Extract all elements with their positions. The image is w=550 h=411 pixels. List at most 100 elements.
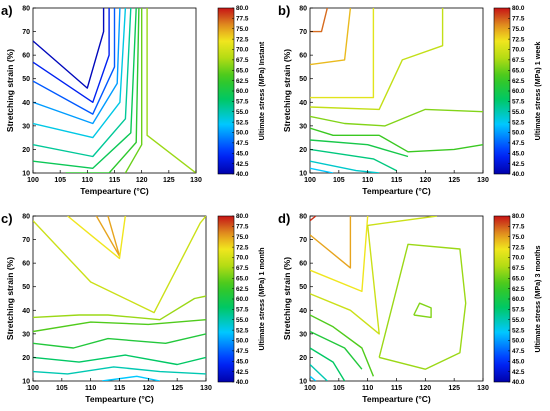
colorbar-tick-label: 40.0 (236, 379, 249, 386)
colorbar (217, 7, 235, 175)
x-tick-label: 110 (82, 177, 93, 184)
colorbar-tick-label: 50.0 (512, 130, 525, 137)
x-tick-label: 105 (54, 177, 66, 184)
contour-line (310, 216, 437, 335)
y-axis-title: Stretching strain (%) (5, 49, 15, 132)
y-tick-label: 40 (22, 308, 30, 315)
colorbar-tick-label: 75.0 (236, 234, 249, 241)
contour-line (310, 8, 444, 111)
contour-line (33, 366, 206, 375)
colorbar-tick-label: 80.0 (512, 213, 525, 220)
y-tick-label: 60 (299, 53, 307, 60)
colorbar-tick-label: 67.5 (512, 57, 525, 64)
contour-line (33, 8, 132, 158)
contour-line (33, 8, 110, 104)
colorbar-tick-label: 52.5 (512, 119, 525, 126)
colorbar-tick-label: 42.5 (236, 369, 249, 376)
colorbar-tick-label: 55.0 (236, 317, 249, 324)
colorbar-tick-label: 65.0 (236, 275, 249, 282)
x-tick-label: 100 (27, 177, 39, 184)
x-tick-label: 120 (419, 177, 431, 184)
colorbar-tick-label: 77.5 (512, 16, 525, 23)
colorbar-tick-label: 57.5 (512, 307, 525, 314)
contour-line (310, 347, 346, 381)
contour-line (310, 8, 328, 33)
colorbar-title: Ultimate stress (MPa) Instant (257, 41, 266, 140)
colorbar-tick-label: 77.5 (236, 16, 249, 23)
y-tick-label: 30 (22, 331, 30, 338)
contour-line (33, 295, 206, 321)
chart-panel-b: 100 105 110 115 120 125 130 10 20 30 40 50 60 70 80 Tem… (278, 3, 542, 196)
colorbar-tick-label: 42.5 (512, 369, 525, 376)
y-tick-label: 70 (22, 237, 30, 244)
colorbar (493, 215, 511, 383)
contour-line (33, 8, 116, 115)
colorbar-tick-label: 40.0 (236, 171, 249, 178)
colorbar-tick-label: 42.5 (512, 161, 525, 168)
colorbar-tick-label: 50.0 (512, 338, 525, 345)
colorbar-tick-label: 57.5 (512, 99, 525, 106)
colorbar-tick-label: 70.0 (512, 47, 525, 54)
colorbar-title: Ultimate stress (MPa) 3 months (533, 245, 542, 352)
y-tick-label: 20 (299, 147, 307, 154)
y-tick-label: 40 (299, 100, 307, 107)
contour-line (65, 8, 140, 173)
colorbar-tick-label: 80.0 (236, 213, 249, 220)
contour-group (310, 216, 467, 381)
y-tick-label: 20 (22, 355, 30, 362)
contour-line (310, 216, 369, 293)
colorbar-tick-label: 72.5 (236, 244, 249, 251)
colorbar-tick-label: 55.0 (512, 317, 525, 324)
y-tick-label: 20 (22, 147, 30, 154)
colorbar-tick-label: 60.0 (512, 296, 525, 303)
contour-line (33, 354, 206, 366)
contour-line (124, 8, 143, 173)
colorbar-tick-label: 67.5 (236, 265, 249, 272)
contour-line (310, 167, 334, 173)
x-tick-label: 125 (171, 385, 183, 392)
panel-letter: d) (278, 211, 290, 226)
contour-group (33, 8, 196, 173)
colorbar-tick-label: 75.0 (512, 234, 525, 241)
y-tick-label: 70 (299, 29, 307, 36)
x-tick-label: 105 (56, 385, 68, 392)
colorbar-tick-label: 62.5 (512, 78, 525, 85)
colorbar-tick-label: 45.0 (236, 150, 249, 157)
colorbar (493, 7, 511, 175)
contour-line (33, 319, 206, 333)
x-tick-label: 125 (448, 177, 460, 184)
contour-line (310, 108, 483, 127)
colorbar-tick-label: 67.5 (512, 265, 525, 272)
contour-line (33, 8, 137, 170)
colorbar-tick-label: 55.0 (236, 109, 249, 116)
y-tick-label: 10 (22, 379, 30, 386)
contour-line (310, 330, 363, 370)
colorbar-tick-label: 67.5 (236, 57, 249, 64)
y-tick-label: 50 (299, 76, 307, 83)
y-axis-title: Stretching strain (%) (282, 49, 292, 132)
x-tick-label: 110 (85, 385, 96, 392)
colorbar-tick-label: 70.0 (512, 255, 525, 262)
y-tick-label: 10 (299, 171, 307, 178)
x-tick-label: 110 (362, 385, 373, 392)
colorbar-tick-label: 47.5 (236, 140, 249, 147)
colorbar-tick-label: 70.0 (236, 47, 249, 54)
colorbar-tick-label: 52.5 (236, 119, 249, 126)
y-tick-label: 70 (299, 237, 307, 244)
colorbar-tick-label: 75.0 (236, 26, 249, 33)
x-tick-label: 105 (333, 177, 345, 184)
contour-line (310, 160, 380, 173)
colorbar-tick-label: 47.5 (512, 348, 525, 355)
colorbar (217, 215, 235, 383)
y-tick-label: 80 (299, 6, 307, 13)
contour-line (33, 8, 105, 89)
y-tick-label: 60 (22, 53, 30, 60)
colorbar-tick-label: 47.5 (236, 348, 249, 355)
colorbar-tick-label: 77.5 (236, 224, 249, 231)
colorbar-tick-label: 42.5 (236, 161, 249, 168)
colorbar-title: Ultimate stress (MPa) 1 week (533, 42, 542, 141)
contour-line (378, 243, 467, 370)
x-tick-label: 115 (109, 177, 120, 184)
contour-group (310, 8, 483, 173)
